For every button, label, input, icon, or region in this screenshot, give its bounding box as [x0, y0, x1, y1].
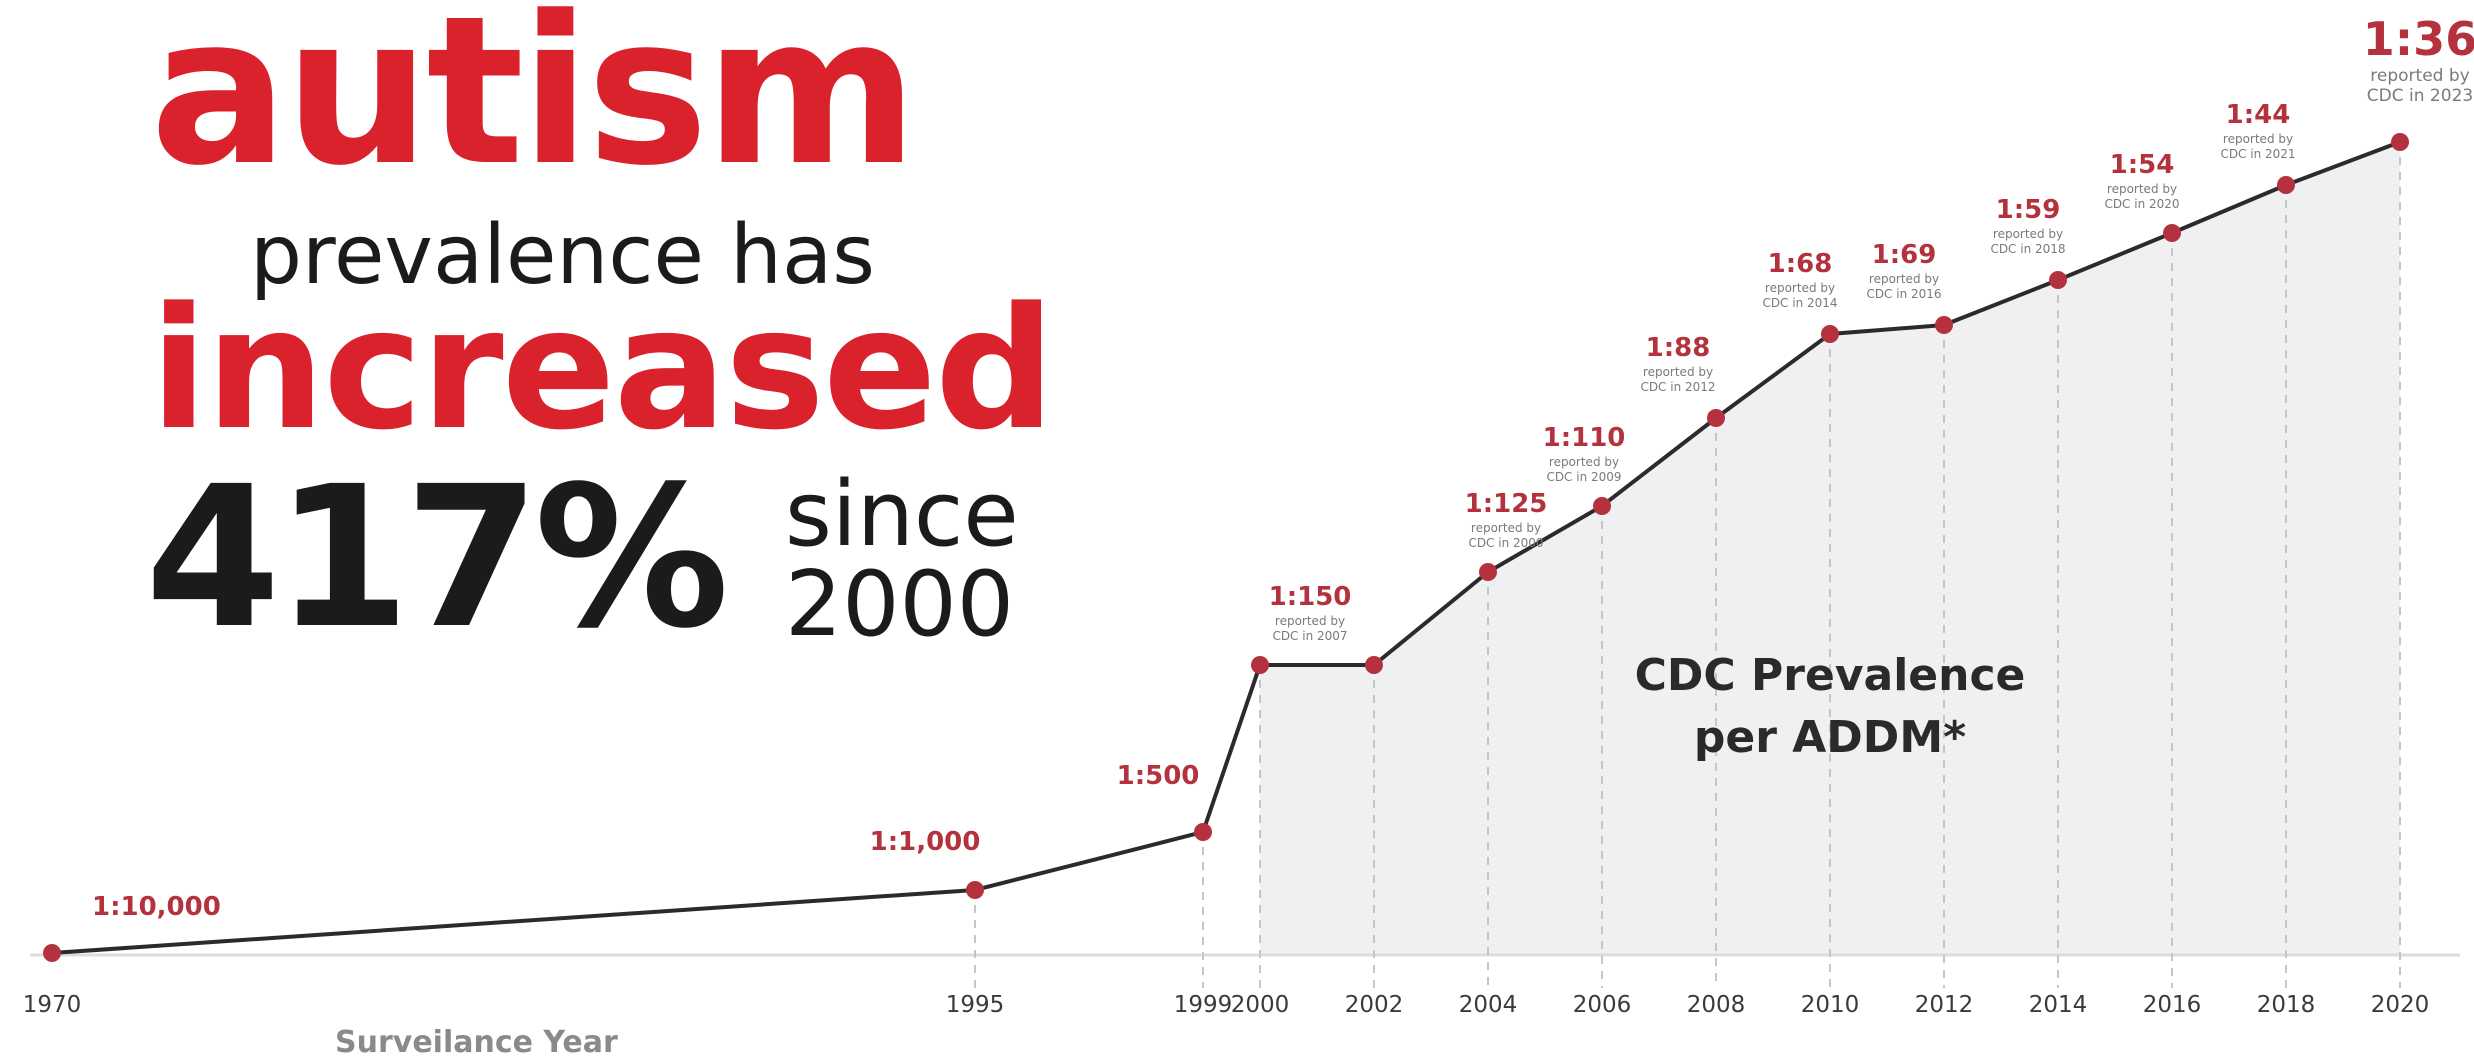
x-tick-1970: 1970 — [23, 992, 82, 1018]
x-tick-2014: 2014 — [2029, 992, 2088, 1018]
x-tick-2004: 2004 — [1459, 992, 1518, 1018]
ratio-label-1995: 1:1,000 — [870, 827, 981, 857]
ratio-note-2018-0: reported by — [2223, 132, 2293, 146]
x-tick-2000: 2000 — [1231, 992, 1290, 1018]
prevalence-series-line — [51, 140, 2401, 955]
ratio-label-1970: 1:10,000 — [92, 892, 221, 922]
headline-since: since — [785, 462, 1019, 567]
ratio-label-2004: 1:125 — [1465, 489, 1548, 519]
data-point-2002 — [1365, 656, 1383, 674]
ratio-label-2018: 1:44 — [2226, 100, 2291, 130]
data-point-1995 — [966, 881, 984, 899]
data-point-2016 — [2163, 224, 2181, 242]
ratio-note-2004-1: CDC in 2000 — [1468, 536, 1543, 550]
x-tick-2002: 2002 — [1345, 992, 1404, 1018]
ratio-label-2000: 1:150 — [1269, 582, 1352, 612]
ratio-note-2020-1: CDC in 2023 — [2367, 86, 2473, 106]
data-point-2012 — [1935, 316, 1953, 334]
ratio-note-2014-0: reported by — [1993, 227, 2063, 241]
ratio-note-2004-0: reported by — [1471, 521, 1541, 535]
headline-since-year: 2000 — [785, 552, 1015, 657]
x-tick-2008: 2008 — [1687, 992, 1746, 1018]
headline: autism prevalence has increased 417% sin… — [140, 0, 1080, 680]
x-tick-1999: 1999 — [1174, 992, 1233, 1018]
data-point-2000 — [1251, 656, 1269, 674]
ratio-note-2010-0: reported by — [1765, 281, 1835, 295]
ratio-note-2012-1: CDC in 2016 — [1866, 287, 1941, 301]
ratio-note-2010-1: CDC in 2014 — [1762, 296, 1837, 310]
ratio-note-2016-0: reported by — [2107, 182, 2177, 196]
ratio-label-2014: 1:59 — [1996, 195, 2061, 225]
headline-prevalence-has: prevalence has — [250, 208, 875, 303]
data-point-2004 — [1479, 563, 1497, 581]
headline-autism: autism — [150, 0, 918, 211]
data-point-2014 — [2049, 271, 2067, 289]
ratio-note-2018-1: CDC in 2021 — [2220, 147, 2295, 161]
data-point-2008 — [1707, 409, 1725, 427]
x-tick-2020: 2020 — [2371, 992, 2430, 1018]
ratio-note-2012-0: reported by — [1869, 272, 1939, 286]
ratio-note-2008-0: reported by — [1643, 365, 1713, 379]
data-point-2020 — [2391, 133, 2409, 151]
data-point-1970 — [43, 944, 61, 962]
ratio-label-2006: 1:110 — [1543, 423, 1626, 453]
ratio-label-1999: 1:500 — [1117, 761, 1200, 791]
headline-increased: increased — [150, 271, 1055, 467]
ratio-note-2006-0: reported by — [1549, 455, 1619, 469]
x-tick-2018: 2018 — [2257, 992, 2316, 1018]
ratio-note-2008-1: CDC in 2012 — [1640, 380, 1715, 394]
data-point-2018 — [2277, 176, 2295, 194]
x-axis-title: Surveilance Year — [335, 1025, 618, 1060]
ratio-note-2000-1: CDC in 2007 — [1272, 629, 1347, 643]
x-tick-2010: 2010 — [1801, 992, 1860, 1018]
chart-annotation-line-1: per ADDM* — [1694, 712, 1966, 763]
ratio-label-2020: 1:36 — [2363, 12, 2474, 66]
data-point-2006 — [1593, 497, 1611, 515]
ratio-note-2014-1: CDC in 2018 — [1990, 242, 2065, 256]
ratio-label-2016: 1:54 — [2110, 150, 2175, 180]
data-point-1999 — [1194, 823, 1212, 841]
ratio-note-2020-0: reported by — [2370, 66, 2469, 86]
ratio-note-2000-0: reported by — [1275, 614, 1345, 628]
data-point-2010 — [1821, 325, 1839, 343]
x-tick-2006: 2006 — [1573, 992, 1632, 1018]
ratio-note-2016-1: CDC in 2020 — [2104, 197, 2179, 211]
ratio-label-2010: 1:68 — [1768, 249, 1833, 279]
chart-annotation-line-0: CDC Prevalence — [1635, 650, 2026, 701]
x-tick-1995: 1995 — [946, 992, 1005, 1018]
x-tick-2016: 2016 — [2143, 992, 2202, 1018]
x-tick-2012: 2012 — [1915, 992, 1974, 1018]
headline-percent: 417% — [145, 444, 729, 671]
ratio-note-2006-1: CDC in 2009 — [1546, 470, 1621, 484]
ratio-label-2008: 1:88 — [1646, 333, 1711, 363]
ratio-label-2012: 1:69 — [1872, 240, 1937, 270]
